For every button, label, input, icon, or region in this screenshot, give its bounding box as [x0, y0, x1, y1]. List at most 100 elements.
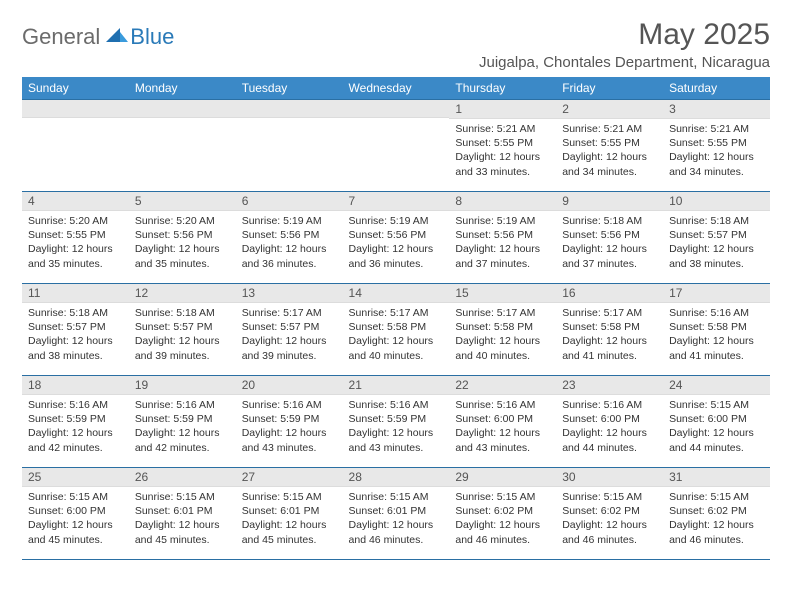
sunset-text: Sunset: 5:55 PM — [455, 136, 550, 150]
day-details: Sunrise: 5:16 AMSunset: 5:59 PMDaylight:… — [236, 395, 343, 459]
sunrise-text: Sunrise: 5:17 AM — [349, 306, 444, 320]
calendar-cell: 17Sunrise: 5:16 AMSunset: 5:58 PMDayligh… — [663, 284, 770, 376]
daylight-text: Daylight: 12 hours and 39 minutes. — [135, 334, 230, 362]
daylight-text: Daylight: 12 hours and 42 minutes. — [28, 426, 123, 454]
day-number: 9 — [556, 192, 663, 211]
daylight-text: Daylight: 12 hours and 46 minutes. — [455, 518, 550, 546]
day-details: Sunrise: 5:19 AMSunset: 5:56 PMDaylight:… — [343, 211, 450, 275]
day-details: Sunrise: 5:18 AMSunset: 5:57 PMDaylight:… — [663, 211, 770, 275]
calendar-table: Sunday Monday Tuesday Wednesday Thursday… — [22, 77, 770, 560]
day-details: Sunrise: 5:19 AMSunset: 5:56 PMDaylight:… — [236, 211, 343, 275]
day-details: Sunrise: 5:17 AMSunset: 5:58 PMDaylight:… — [556, 303, 663, 367]
sunset-text: Sunset: 5:56 PM — [349, 228, 444, 242]
calendar-cell: 16Sunrise: 5:17 AMSunset: 5:58 PMDayligh… — [556, 284, 663, 376]
day-number: 7 — [343, 192, 450, 211]
daylight-text: Daylight: 12 hours and 37 minutes. — [455, 242, 550, 270]
sunset-text: Sunset: 5:57 PM — [669, 228, 764, 242]
daylight-text: Daylight: 12 hours and 45 minutes. — [28, 518, 123, 546]
day-details: Sunrise: 5:15 AMSunset: 6:00 PMDaylight:… — [663, 395, 770, 459]
sunset-text: Sunset: 6:00 PM — [28, 504, 123, 518]
month-title: May 2025 — [479, 18, 770, 52]
day-number — [129, 100, 236, 118]
daylight-text: Daylight: 12 hours and 45 minutes. — [242, 518, 337, 546]
sunrise-text: Sunrise: 5:20 AM — [135, 214, 230, 228]
day-details: Sunrise: 5:17 AMSunset: 5:58 PMDaylight:… — [449, 303, 556, 367]
sunset-text: Sunset: 6:01 PM — [242, 504, 337, 518]
calendar-cell: 14Sunrise: 5:17 AMSunset: 5:58 PMDayligh… — [343, 284, 450, 376]
day-details: Sunrise: 5:18 AMSunset: 5:57 PMDaylight:… — [22, 303, 129, 367]
sunset-text: Sunset: 6:02 PM — [562, 504, 657, 518]
sunset-text: Sunset: 5:58 PM — [455, 320, 550, 334]
calendar-cell: 2Sunrise: 5:21 AMSunset: 5:55 PMDaylight… — [556, 100, 663, 192]
day-number: 18 — [22, 376, 129, 395]
daylight-text: Daylight: 12 hours and 38 minutes. — [28, 334, 123, 362]
day-number: 31 — [663, 468, 770, 487]
sunrise-text: Sunrise: 5:19 AM — [242, 214, 337, 228]
sunset-text: Sunset: 5:55 PM — [562, 136, 657, 150]
day-details: Sunrise: 5:16 AMSunset: 6:00 PMDaylight:… — [556, 395, 663, 459]
sunrise-text: Sunrise: 5:20 AM — [28, 214, 123, 228]
day-header-row: Sunday Monday Tuesday Wednesday Thursday… — [22, 77, 770, 100]
logo-text-blue: Blue — [130, 24, 174, 50]
day-header: Friday — [556, 77, 663, 100]
daylight-text: Daylight: 12 hours and 44 minutes. — [562, 426, 657, 454]
daylight-text: Daylight: 12 hours and 34 minutes. — [562, 150, 657, 178]
calendar-cell: 20Sunrise: 5:16 AMSunset: 5:59 PMDayligh… — [236, 376, 343, 468]
sunset-text: Sunset: 5:59 PM — [135, 412, 230, 426]
sunrise-text: Sunrise: 5:15 AM — [28, 490, 123, 504]
day-number — [22, 100, 129, 118]
calendar-cell: 5Sunrise: 5:20 AMSunset: 5:56 PMDaylight… — [129, 192, 236, 284]
sunset-text: Sunset: 5:57 PM — [28, 320, 123, 334]
daylight-text: Daylight: 12 hours and 35 minutes. — [28, 242, 123, 270]
sunrise-text: Sunrise: 5:16 AM — [562, 398, 657, 412]
sunset-text: Sunset: 5:56 PM — [562, 228, 657, 242]
sunrise-text: Sunrise: 5:18 AM — [135, 306, 230, 320]
day-details: Sunrise: 5:20 AMSunset: 5:56 PMDaylight:… — [129, 211, 236, 275]
day-details: Sunrise: 5:16 AMSunset: 5:59 PMDaylight:… — [343, 395, 450, 459]
sunset-text: Sunset: 6:01 PM — [135, 504, 230, 518]
daylight-text: Daylight: 12 hours and 36 minutes. — [349, 242, 444, 270]
daylight-text: Daylight: 12 hours and 43 minutes. — [349, 426, 444, 454]
calendar-week-row: 18Sunrise: 5:16 AMSunset: 5:59 PMDayligh… — [22, 376, 770, 468]
calendar-cell — [129, 100, 236, 192]
daylight-text: Daylight: 12 hours and 34 minutes. — [669, 150, 764, 178]
daylight-text: Daylight: 12 hours and 42 minutes. — [135, 426, 230, 454]
sunrise-text: Sunrise: 5:21 AM — [562, 122, 657, 136]
sunrise-text: Sunrise: 5:18 AM — [28, 306, 123, 320]
calendar-cell: 26Sunrise: 5:15 AMSunset: 6:01 PMDayligh… — [129, 468, 236, 560]
calendar-cell: 1Sunrise: 5:21 AMSunset: 5:55 PMDaylight… — [449, 100, 556, 192]
calendar-cell: 12Sunrise: 5:18 AMSunset: 5:57 PMDayligh… — [129, 284, 236, 376]
calendar-cell: 22Sunrise: 5:16 AMSunset: 6:00 PMDayligh… — [449, 376, 556, 468]
day-details: Sunrise: 5:15 AMSunset: 6:01 PMDaylight:… — [129, 487, 236, 551]
day-details: Sunrise: 5:15 AMSunset: 6:01 PMDaylight:… — [343, 487, 450, 551]
calendar-cell: 7Sunrise: 5:19 AMSunset: 5:56 PMDaylight… — [343, 192, 450, 284]
sunrise-text: Sunrise: 5:16 AM — [455, 398, 550, 412]
day-details: Sunrise: 5:16 AMSunset: 6:00 PMDaylight:… — [449, 395, 556, 459]
day-number: 15 — [449, 284, 556, 303]
sunset-text: Sunset: 5:59 PM — [349, 412, 444, 426]
day-details: Sunrise: 5:18 AMSunset: 5:57 PMDaylight:… — [129, 303, 236, 367]
sunrise-text: Sunrise: 5:15 AM — [135, 490, 230, 504]
day-details: Sunrise: 5:15 AMSunset: 6:01 PMDaylight:… — [236, 487, 343, 551]
day-header: Thursday — [449, 77, 556, 100]
sunrise-text: Sunrise: 5:16 AM — [242, 398, 337, 412]
sunset-text: Sunset: 5:56 PM — [135, 228, 230, 242]
calendar-cell: 30Sunrise: 5:15 AMSunset: 6:02 PMDayligh… — [556, 468, 663, 560]
day-number — [236, 100, 343, 118]
sunrise-text: Sunrise: 5:19 AM — [455, 214, 550, 228]
sunset-text: Sunset: 5:56 PM — [455, 228, 550, 242]
calendar-cell: 4Sunrise: 5:20 AMSunset: 5:55 PMDaylight… — [22, 192, 129, 284]
sunset-text: Sunset: 5:57 PM — [242, 320, 337, 334]
day-details: Sunrise: 5:15 AMSunset: 6:02 PMDaylight:… — [663, 487, 770, 551]
day-number: 22 — [449, 376, 556, 395]
calendar-cell: 18Sunrise: 5:16 AMSunset: 5:59 PMDayligh… — [22, 376, 129, 468]
day-number: 13 — [236, 284, 343, 303]
sunrise-text: Sunrise: 5:21 AM — [455, 122, 550, 136]
day-number: 29 — [449, 468, 556, 487]
calendar-cell: 31Sunrise: 5:15 AMSunset: 6:02 PMDayligh… — [663, 468, 770, 560]
day-details: Sunrise: 5:15 AMSunset: 6:02 PMDaylight:… — [449, 487, 556, 551]
calendar-cell: 21Sunrise: 5:16 AMSunset: 5:59 PMDayligh… — [343, 376, 450, 468]
calendar-cell: 13Sunrise: 5:17 AMSunset: 5:57 PMDayligh… — [236, 284, 343, 376]
day-number: 26 — [129, 468, 236, 487]
calendar-week-row: 11Sunrise: 5:18 AMSunset: 5:57 PMDayligh… — [22, 284, 770, 376]
